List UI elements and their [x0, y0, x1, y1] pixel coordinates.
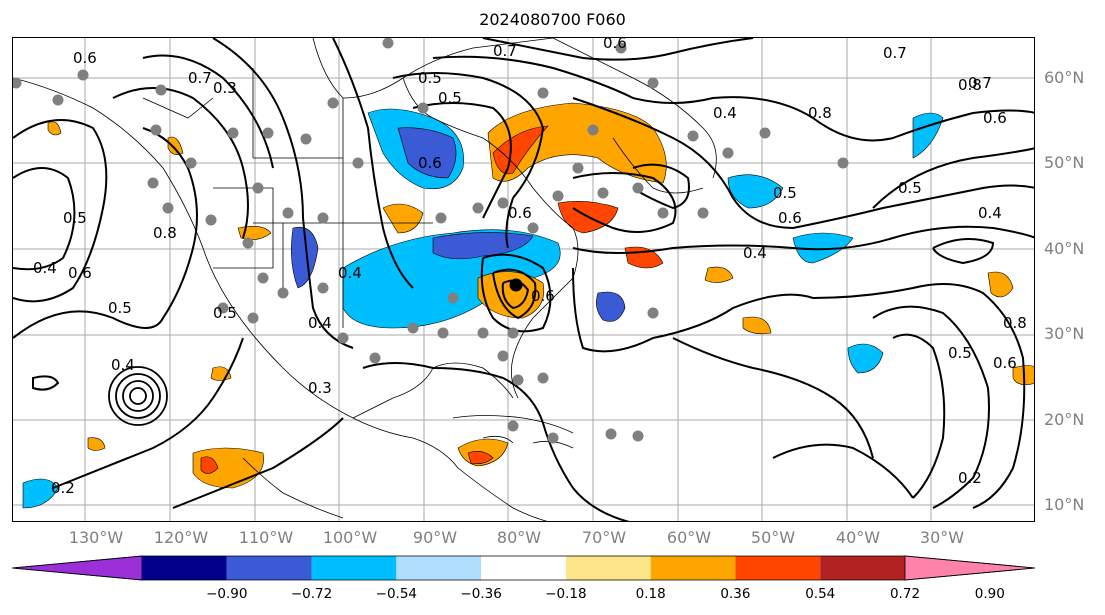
colorbar-cell — [226, 556, 312, 580]
lat-label: 30°N — [1044, 324, 1085, 343]
contour-labels: 0.6 0.6 0.7 0.7 0.8 0.6 0.5 0.4 0.8 0.5 … — [33, 38, 1027, 497]
lat-label: 40°N — [1044, 239, 1085, 258]
contour-label: 0.5 — [418, 69, 442, 87]
colorbar — [12, 555, 1035, 581]
lon-label: 40°W — [835, 528, 881, 547]
contour-label: 0.6 — [508, 204, 532, 222]
colorbar-tick-label: 0.90 — [974, 586, 1005, 602]
contour-label: 0.6 — [418, 154, 442, 172]
contour-label: 0.7 — [968, 74, 992, 92]
colorbar-cell — [565, 556, 651, 580]
contour-label: 0.4 — [33, 259, 57, 277]
contour-label: 0.4 — [743, 244, 767, 262]
low-center — [108, 366, 168, 426]
colorbar-cell — [311, 556, 397, 580]
contour-label: 0.6 — [603, 38, 627, 52]
colorbar-tick-label: −0.54 — [375, 586, 418, 602]
colorbar-tick-label: 0.72 — [889, 586, 921, 602]
contour-label: 0.8 — [808, 104, 832, 122]
lat-label: 60°N — [1044, 68, 1085, 87]
lon-label: 120°W — [153, 528, 209, 547]
station-markers — [13, 38, 849, 444]
colorbar-cell — [142, 556, 227, 580]
shaded-fields — [22, 102, 1034, 509]
contour-label: 0.6 — [73, 49, 97, 67]
contour-label: 0.8 — [1003, 314, 1027, 332]
colorbar-cell — [735, 556, 821, 580]
colorbar-cell — [650, 556, 736, 580]
lon-label: 90°W — [412, 528, 458, 547]
lon-label: 70°W — [581, 528, 627, 547]
contour-label: 0.2 — [958, 469, 982, 487]
contour-label: 0.3 — [213, 79, 237, 97]
contour-label: 0.4 — [111, 356, 135, 374]
contour-label: 0.5 — [63, 209, 87, 227]
contour-label: 0.6 — [983, 109, 1007, 127]
lon-label: 30°W — [919, 528, 965, 547]
lon-label: 80°W — [496, 528, 542, 547]
contour-label: 0.5 — [108, 299, 132, 317]
contour-label: 0.4 — [338, 264, 362, 282]
colorbar-tick-label: 0.36 — [720, 586, 751, 602]
colorbar-tick-label: 0.54 — [805, 586, 836, 602]
contour-label: 0.5 — [898, 179, 922, 197]
contour-label: 0.6 — [778, 209, 802, 227]
lon-label: 110°W — [238, 528, 294, 547]
lon-label: 130°W — [68, 528, 124, 547]
colorbar-outline — [12, 555, 1035, 581]
contour-label: 0.5 — [948, 344, 972, 362]
contour-label: 0.5 — [438, 89, 462, 107]
coastlines — [13, 38, 717, 521]
contour-label: 0.4 — [308, 314, 332, 332]
colorbar-cell — [481, 556, 566, 580]
contours — [13, 38, 1034, 521]
contour-label: 0.6 — [531, 287, 555, 305]
contour-label: 0.3 — [308, 379, 332, 397]
colorbar-extend-max — [904, 555, 1035, 581]
contour-label: 0.8 — [958, 76, 982, 94]
analysis-center-marker — [509, 278, 523, 292]
colorbar-extend-min — [12, 555, 143, 581]
lat-label: 20°N — [1044, 410, 1085, 429]
contour-label: 0.6 — [68, 264, 92, 282]
colorbar-tick-label: −0.18 — [545, 586, 587, 602]
contour-label: 0.4 — [978, 204, 1002, 222]
contour-label: 0.6 — [993, 354, 1017, 372]
colorbar-tick-label: −0.90 — [206, 586, 248, 602]
contour-label: 0.5 — [213, 304, 237, 322]
lon-label: 50°W — [750, 528, 796, 547]
contour-label: 0.5 — [773, 184, 797, 202]
lat-label: 50°N — [1044, 153, 1085, 172]
colorbar-tick-label: −0.72 — [290, 586, 333, 602]
contour-label: 0.7 — [188, 69, 212, 87]
map-panel: 0.6 0.6 0.7 0.7 0.8 0.6 0.5 0.4 0.8 0.5 … — [12, 37, 1035, 522]
colorbar-tick-label: −0.36 — [460, 586, 502, 602]
map-canvas: 0.6 0.6 0.7 0.7 0.8 0.6 0.5 0.4 0.8 0.5 … — [13, 38, 1034, 521]
contour-label: 0.2 — [51, 479, 75, 497]
contour-label: 0.7 — [493, 42, 517, 60]
contour-label: 0.8 — [153, 224, 177, 242]
lon-label: 100°W — [322, 528, 378, 547]
colorbar-cell — [396, 556, 482, 580]
contour-label: 0.7 — [883, 44, 907, 62]
contour-label: 0.4 — [713, 104, 737, 122]
colorbar-cell — [820, 556, 905, 580]
chart-title: 2024080700 F060 — [479, 10, 626, 29]
lon-label: 60°W — [666, 528, 712, 547]
colorbar-tick-label: 0.18 — [635, 586, 666, 602]
lat-label: 10°N — [1044, 495, 1085, 514]
